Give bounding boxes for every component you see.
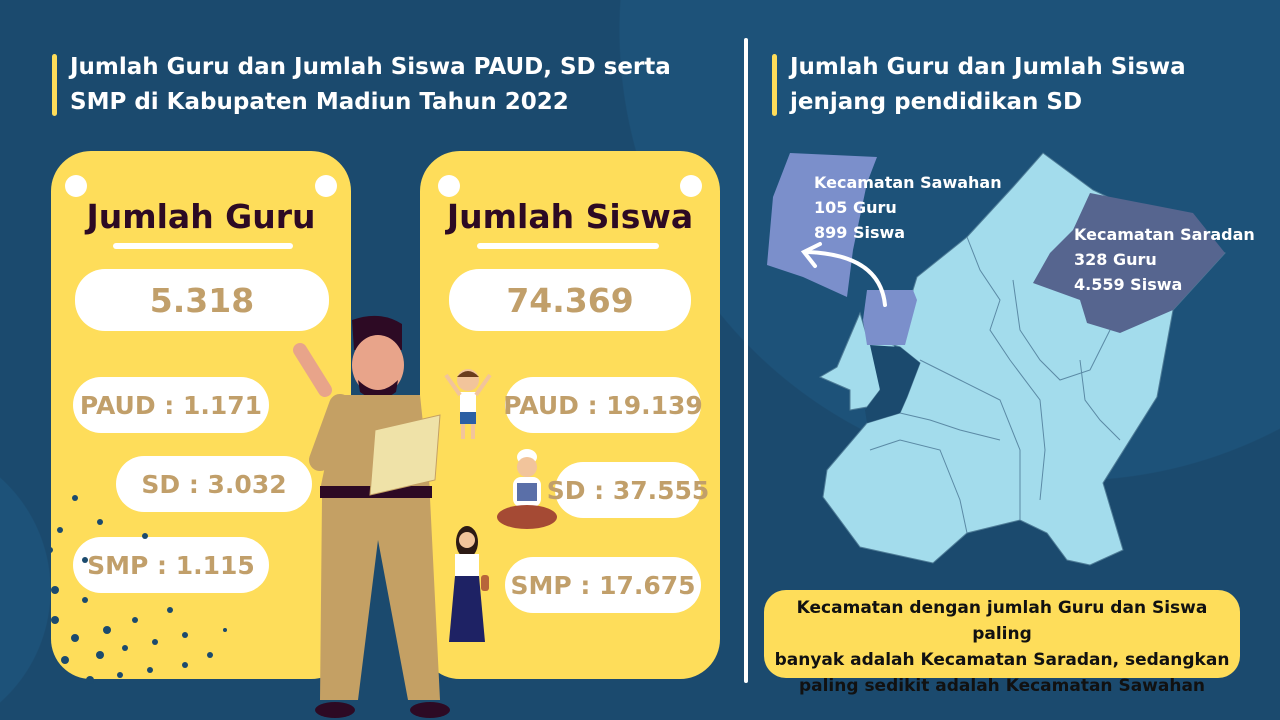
sawahan-label: Kecamatan Sawahan 105 Guru 899 Siswa <box>814 170 1002 245</box>
conclusion-note: Kecamatan dengan jumlah Guru dan Siswa p… <box>764 590 1240 696</box>
student-reading-illustration <box>497 449 557 529</box>
student-boy-illustration <box>444 369 492 439</box>
right-title-line: jenjang pendidikan SD <box>790 89 1083 115</box>
saradan-name: Kecamatan Saradan <box>1074 225 1255 244</box>
kabupaten-madiun-map <box>767 152 1226 566</box>
hole-decoration <box>680 175 702 197</box>
right-title: Jumlah Guru dan Jumlah Siswa jenjang pen… <box>772 50 1186 120</box>
saradan-siswa: 4.559 Siswa <box>1074 275 1183 294</box>
left-title-line: Jumlah Guru dan Jumlah Siswa PAUD, SD se… <box>70 54 671 80</box>
siswa-card-title: Jumlah Siswa <box>446 197 694 236</box>
guru-card: Jumlah Guru 5.318 PAUD : 1.171 SD : 3.03… <box>51 151 351 679</box>
title-underline <box>113 243 293 249</box>
note-line: Kecamatan dengan jumlah Guru dan Siswa p… <box>796 598 1208 644</box>
sawahan-name: Kecamatan Sawahan <box>814 173 1002 192</box>
sawahan-siswa: 899 Siswa <box>814 223 906 242</box>
hole-decoration <box>438 175 460 197</box>
siswa-smp: SMP : 17.675 <box>505 557 701 613</box>
guru-smp: SMP : 1.115 <box>73 537 269 593</box>
siswa-sd: SD : 37.555 <box>547 462 709 518</box>
district-borders <box>869 236 1121 534</box>
note-line: paling sedikit adalah Kecamatan Sawahan <box>798 676 1206 696</box>
saradan-label: Kecamatan Saradan 328 Guru 4.559 Siswa <box>1074 222 1255 297</box>
guru-card-title: Jumlah Guru <box>86 197 316 236</box>
teacher-illustration <box>293 315 450 718</box>
arrow-head-icon <box>800 242 822 268</box>
arrow-icon <box>806 250 887 307</box>
note-line: banyak adalah Kecamatan Saradan, sedangk… <box>774 650 1230 670</box>
hole-decoration <box>315 175 337 197</box>
map-region-saradan <box>1033 193 1225 333</box>
hole-decoration <box>65 175 87 197</box>
siswa-paud: PAUD : 19.139 <box>503 377 703 433</box>
sawahan-guru: 105 Guru <box>814 198 897 217</box>
student-girl-illustration <box>449 526 489 642</box>
divider <box>744 38 748 683</box>
left-title-line: SMP di Kabupaten Madiun Tahun 2022 <box>70 89 569 115</box>
guru-total: 5.318 <box>75 269 329 331</box>
guru-sd: SD : 3.032 <box>116 456 312 512</box>
map-region-sawahan <box>863 290 917 345</box>
left-title: Jumlah Guru dan Jumlah Siswa PAUD, SD se… <box>52 50 671 120</box>
map-hole <box>865 345 920 423</box>
right-title-line: Jumlah Guru dan Jumlah Siswa <box>790 54 1186 80</box>
dots-decoration <box>47 495 227 684</box>
guru-paud: PAUD : 1.171 <box>73 377 269 433</box>
siswa-total: 74.369 <box>449 269 691 331</box>
saradan-guru: 328 Guru <box>1074 250 1157 269</box>
title-underline <box>477 243 659 249</box>
